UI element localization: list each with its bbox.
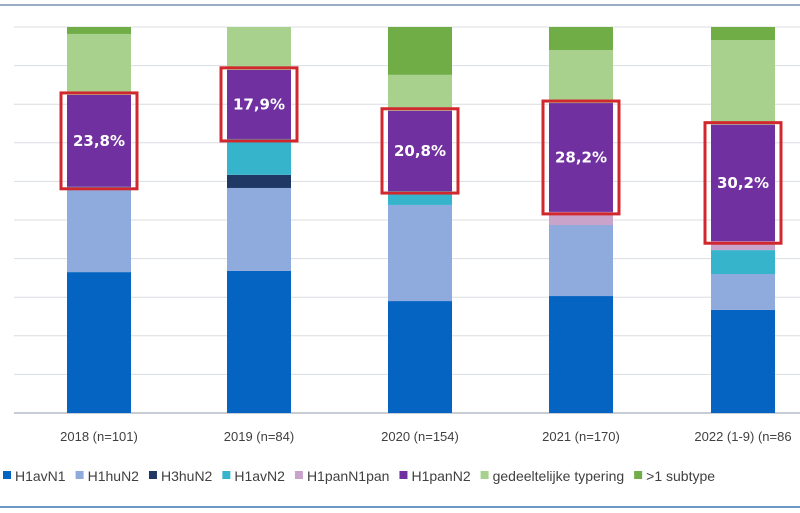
- x-axis-ticks: 2018 (n=101) 2019 (n=84) 2020 (n=154) 2021 …: [60, 429, 791, 444]
- data-label: 17,9%: [233, 95, 285, 113]
- data-label: 23,8%: [73, 132, 125, 150]
- legend-swatch: [399, 471, 408, 479]
- legend-label: H1avN1: [15, 468, 66, 484]
- bar-segment: [67, 272, 131, 413]
- bar-segment: [549, 50, 613, 104]
- bar-segment: [67, 94, 131, 187]
- bar-segment: [549, 103, 613, 212]
- x-tick-label: 2021 (n=170): [542, 429, 620, 444]
- legend-label: >1 subtype: [646, 468, 715, 484]
- bar-segment: [227, 270, 291, 413]
- data-label: 20,8%: [394, 142, 446, 160]
- data-label: 30,2%: [717, 174, 769, 192]
- legend-swatch: [480, 471, 489, 479]
- legend-label: H1huN2: [88, 468, 140, 484]
- bar-segment: [711, 124, 775, 242]
- legend-swatch: [294, 471, 303, 479]
- bar-segment: [711, 40, 775, 125]
- bar-segment: [711, 274, 775, 310]
- legend-label: gedeeltelijke typering: [493, 468, 625, 484]
- bar-segment: [549, 27, 613, 51]
- bar-segment: [227, 174, 291, 188]
- data-label: 28,2%: [555, 148, 607, 166]
- bar-segment: [549, 296, 613, 413]
- bar-segment: [388, 27, 452, 75]
- bar-segment: [388, 110, 452, 192]
- bar-segment: [227, 138, 291, 175]
- legend-swatch: [3, 471, 11, 479]
- highlight-box: [541, 99, 621, 216]
- legend-swatch: [148, 471, 157, 479]
- bar-segment: [388, 74, 452, 111]
- legend-label: H1panN2: [411, 468, 470, 484]
- bar-segment: [711, 241, 775, 251]
- bar-segment: [711, 309, 775, 413]
- highlight-box: [380, 107, 460, 195]
- x-tick-label: 2018 (n=101): [60, 429, 138, 444]
- x-tick-label: 2019 (n=84): [224, 429, 294, 444]
- legend-swatch: [222, 471, 231, 479]
- legend-swatch: [75, 471, 84, 479]
- x-tick-label: 2022 (1-9) (n=86: [694, 429, 791, 444]
- bar-segment: [549, 225, 613, 297]
- bar-segment: [67, 189, 131, 273]
- bar-segment: [227, 69, 291, 139]
- bar-segment: [388, 204, 452, 302]
- bar-segment: [67, 33, 131, 95]
- highlight-box: [219, 66, 299, 143]
- highlight-box: [59, 91, 139, 191]
- bar-segment: [711, 27, 775, 41]
- highlight-box: [703, 121, 783, 245]
- bars: 23,8% 17,9% 20,8% 28,2% 30,2%: [59, 27, 783, 413]
- legend-label: H1avN2: [234, 468, 285, 484]
- x-tick-label: 2020 (n=154): [381, 429, 459, 444]
- legend-swatch: [634, 471, 643, 479]
- bar-segment: [227, 187, 291, 271]
- bar-segment: [388, 301, 452, 413]
- legend: H1avN1 H1huN2 H3huN2 H1avN2 H1panN1pan H1panN…: [3, 468, 715, 484]
- legend-label: H1panN1pan: [307, 468, 390, 484]
- bar-segment: [711, 250, 775, 275]
- bar-segment: [227, 27, 291, 70]
- legend-label: H3huN2: [161, 468, 213, 484]
- bar-segment: [67, 27, 131, 34]
